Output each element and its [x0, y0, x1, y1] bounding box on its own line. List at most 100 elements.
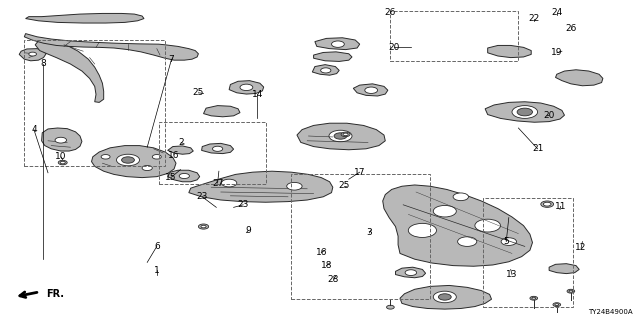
Text: 23: 23 [196, 192, 208, 201]
Text: 22: 22 [528, 14, 540, 23]
Circle shape [541, 201, 554, 207]
Circle shape [387, 305, 394, 309]
Text: 12: 12 [575, 244, 587, 252]
Circle shape [433, 291, 456, 303]
Text: 26: 26 [385, 8, 396, 17]
Polygon shape [42, 128, 82, 151]
Circle shape [458, 237, 477, 246]
Text: 10: 10 [55, 152, 67, 161]
Text: 21: 21 [532, 144, 543, 153]
Polygon shape [314, 52, 352, 61]
Polygon shape [229, 81, 264, 94]
Circle shape [287, 182, 302, 190]
Circle shape [55, 137, 67, 143]
Circle shape [453, 193, 468, 201]
Text: 17: 17 [354, 168, 365, 177]
Text: 5: 5 [504, 237, 509, 246]
Polygon shape [35, 40, 104, 102]
Text: 23: 23 [237, 200, 249, 209]
Circle shape [179, 173, 189, 179]
Circle shape [201, 225, 206, 228]
Polygon shape [396, 267, 426, 278]
Text: 18: 18 [321, 261, 332, 270]
Circle shape [512, 106, 538, 118]
Text: 7: 7 [169, 55, 174, 64]
Circle shape [408, 223, 436, 237]
Circle shape [532, 297, 536, 299]
Circle shape [142, 165, 152, 171]
Polygon shape [297, 123, 385, 150]
Text: FR.: FR. [46, 289, 64, 299]
Circle shape [122, 157, 134, 163]
Polygon shape [168, 146, 193, 154]
Polygon shape [204, 106, 240, 117]
Circle shape [530, 296, 538, 300]
Polygon shape [383, 185, 532, 266]
Text: 1: 1 [154, 266, 159, 275]
Text: 24: 24 [551, 8, 563, 17]
Bar [390, 11, 518, 61]
Circle shape [438, 294, 451, 300]
Text: 20: 20 [388, 43, 400, 52]
Polygon shape [556, 70, 603, 86]
Circle shape [212, 146, 223, 151]
Circle shape [321, 68, 331, 73]
Bar [24, 40, 165, 166]
Circle shape [555, 304, 559, 306]
Bar [159, 122, 266, 184]
Circle shape [240, 84, 253, 91]
Text: 4: 4 [31, 125, 36, 134]
Circle shape [58, 160, 67, 165]
Circle shape [365, 87, 378, 93]
Circle shape [334, 133, 347, 139]
Circle shape [517, 108, 532, 116]
Polygon shape [26, 13, 144, 23]
Circle shape [29, 52, 36, 56]
Circle shape [343, 133, 348, 136]
Text: 20: 20 [543, 111, 555, 120]
Circle shape [198, 224, 209, 229]
Text: TY24B4900A: TY24B4900A [588, 309, 632, 315]
Polygon shape [24, 34, 198, 60]
Circle shape [60, 161, 65, 164]
Polygon shape [400, 285, 492, 309]
Circle shape [329, 130, 352, 142]
Text: 13: 13 [506, 270, 518, 279]
Text: 6: 6 [154, 242, 159, 251]
Circle shape [116, 154, 140, 166]
Text: 25: 25 [193, 88, 204, 97]
Polygon shape [353, 84, 388, 96]
Circle shape [569, 290, 573, 292]
Circle shape [543, 202, 551, 206]
Circle shape [221, 179, 237, 187]
Text: 16: 16 [316, 248, 327, 257]
Text: 26: 26 [565, 24, 577, 33]
Polygon shape [189, 171, 333, 202]
Text: 2: 2 [179, 138, 184, 147]
Circle shape [567, 289, 575, 293]
Polygon shape [485, 102, 564, 122]
Polygon shape [202, 143, 234, 154]
Polygon shape [92, 146, 176, 178]
Bar [483, 198, 573, 307]
Circle shape [341, 132, 350, 137]
Text: 14: 14 [252, 90, 263, 99]
Circle shape [475, 219, 500, 232]
Circle shape [501, 238, 516, 245]
Text: 15: 15 [165, 173, 177, 182]
Text: 19: 19 [551, 48, 563, 57]
Text: 28: 28 [328, 275, 339, 284]
Polygon shape [488, 45, 531, 58]
Polygon shape [168, 170, 200, 182]
Circle shape [433, 205, 456, 217]
Text: 8: 8 [40, 60, 45, 68]
Polygon shape [315, 38, 360, 50]
Circle shape [332, 41, 344, 47]
Polygon shape [312, 65, 339, 75]
Polygon shape [549, 264, 579, 274]
Text: 27: 27 [212, 179, 223, 188]
Text: 9: 9 [246, 226, 251, 235]
Text: 25: 25 [338, 181, 349, 190]
Text: 16: 16 [168, 151, 179, 160]
Text: 3: 3 [367, 228, 372, 237]
